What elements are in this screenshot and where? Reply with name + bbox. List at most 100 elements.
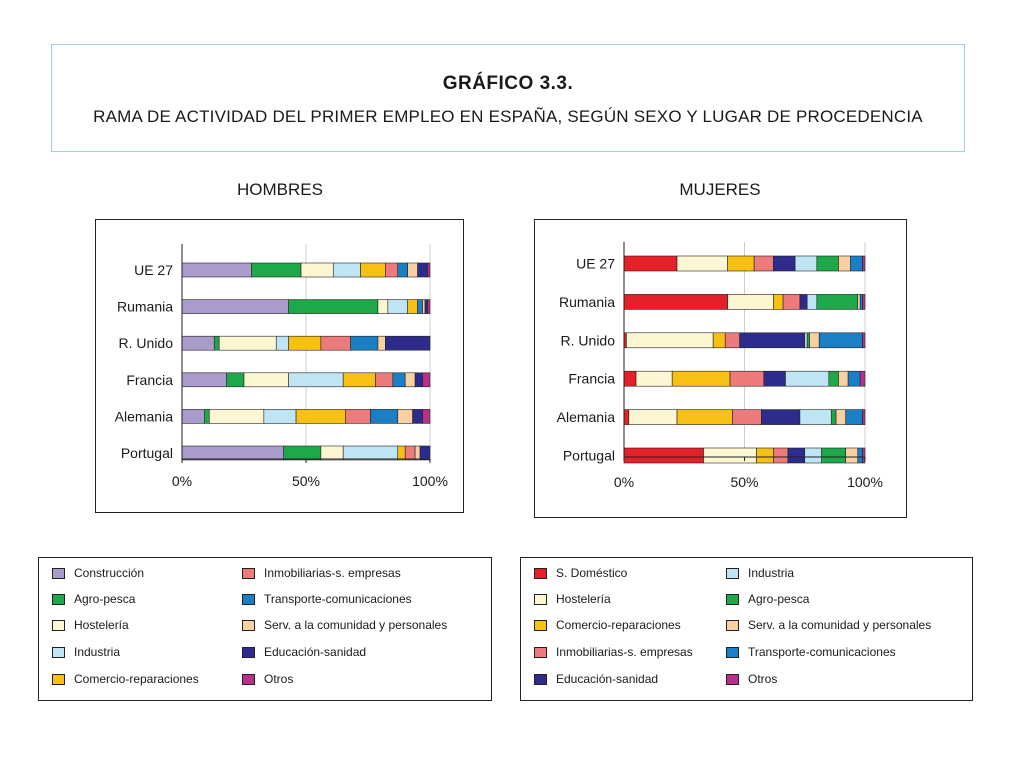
bar-segment-hosteleria	[218, 335, 277, 351]
legend-label: Inmobiliarias-s. empresas	[264, 566, 401, 580]
legend-label: Hostelería	[556, 592, 611, 606]
category-label: R. Unido	[561, 332, 616, 348]
legend-label: Otros	[264, 672, 294, 686]
legend-label: Educación-sanidad	[264, 645, 367, 659]
bar-segment-educacion-sanidad	[424, 299, 428, 314]
bar-segment-hosteleria	[626, 332, 714, 349]
bar-segment-hosteleria	[676, 255, 728, 272]
category-label: Francia	[568, 371, 615, 387]
category-label: Rumania	[559, 294, 615, 310]
bar-segment-comercio-reparaciones	[676, 409, 733, 425]
category-label: UE 27	[134, 262, 173, 278]
bar-segment-industria	[387, 299, 408, 314]
chart-subtitle: RAMA DE ACTIVIDAD DEL PRIMER EMPLEO EN E…	[93, 107, 923, 126]
bar-segment-otros	[422, 409, 431, 424]
bar-segment-serv-a-la-comunidad-y-personales	[809, 332, 820, 349]
bar-segment-comercio-reparaciones	[407, 299, 418, 314]
bar-segment-inmobiliarias-s-empresas	[753, 255, 774, 272]
bar-segment-transporte-comunicaciones	[417, 299, 423, 314]
legend-swatch	[726, 674, 739, 685]
legend-label: Comercio-reparaciones	[556, 618, 681, 632]
category-label: Portugal	[121, 445, 173, 461]
bar-segment-agro-pesca	[288, 299, 379, 314]
bar-segment-hosteleria	[208, 409, 265, 424]
bar-segment-comercio-reparaciones	[342, 372, 376, 388]
bar-segment-construccion	[181, 409, 205, 424]
legend-swatch	[726, 594, 739, 605]
bar-segment-hosteleria	[300, 262, 334, 278]
legend-swatch	[52, 568, 65, 579]
bar-segment-construccion	[181, 299, 289, 314]
bar-segment-transporte-comunicaciones	[850, 255, 863, 272]
chart-panel-hombres: UE 27 Rumania R. Unido Francia Alemania Portu…	[95, 219, 464, 513]
legend-swatch	[52, 620, 65, 631]
bar-segment-comercio-reparaciones	[288, 335, 322, 351]
legend-label: Otros	[748, 672, 778, 686]
bar-chart-hombres: UE 27 Rumania R. Unido Francia Alemania Portu…	[115, 244, 448, 489]
bar-segment-serv-a-la-comunidad-y-personales	[838, 370, 849, 387]
bar-segment-industria	[804, 447, 822, 464]
bar-segment-educacion-sanidad	[761, 409, 801, 425]
legend-swatch	[242, 620, 255, 631]
bar-segment-educacion-sanidad	[385, 335, 431, 351]
category-label: Alemania	[115, 408, 174, 424]
bar-segment-inmobiliarias-s-empresas	[345, 409, 371, 424]
bar-segment-hosteleria	[703, 447, 757, 464]
legend-label: Inmobiliarias-s. empresas	[556, 645, 693, 659]
legend-label: Serv. a la comunidad y personales	[264, 618, 448, 632]
legend-swatch	[242, 674, 255, 685]
bar-segment-otros	[862, 447, 866, 464]
bar-segment-otros	[862, 255, 866, 272]
bar-segment-comercio-reparaciones	[773, 294, 784, 310]
legend-swatch	[52, 647, 65, 658]
bar-segment-industria	[342, 445, 399, 461]
category-label: Rumania	[117, 299, 173, 315]
legend-swatch	[242, 647, 255, 658]
bar-segment-comercio-reparaciones	[727, 255, 755, 272]
bar-segment-comercio-reparaciones	[712, 332, 726, 349]
bar-segment-construccion	[181, 262, 252, 278]
bar-segment-transporte-comunicaciones	[857, 447, 863, 464]
bar-segment-inmobiliarias-s-empresas	[385, 262, 399, 278]
bar-segment-agro-pesca	[283, 445, 322, 461]
bar-segment-otros	[422, 372, 431, 388]
bar-segment-inmobiliarias-s-empresas	[773, 447, 789, 464]
bar-segment-industria	[804, 332, 808, 349]
bar-segment-educacion-sanidad	[417, 262, 428, 278]
bar-segment-transporte-comunicaciones	[370, 409, 399, 424]
chart-title: GRÁFICO 3.3.	[442, 73, 574, 94]
legend-swatch	[534, 620, 547, 631]
legend-label: Agro-pesca	[74, 592, 136, 606]
bar-segment-agro-pesca	[251, 262, 302, 278]
bar-segment-s-domestico	[623, 255, 678, 272]
bar-segment-serv-a-la-comunidad-y-personales	[838, 255, 851, 272]
bar-segment-agro-pesca	[806, 332, 810, 349]
bar-segment-construccion	[181, 445, 284, 461]
bar-segment-hosteleria	[635, 370, 673, 387]
bar-segment-educacion-sanidad	[763, 370, 786, 387]
category-label: Portugal	[563, 448, 615, 464]
bar-segment-industria	[332, 262, 361, 278]
bar-segment-inmobiliarias-s-empresas	[782, 294, 801, 310]
bar-segment-comercio-reparaciones	[756, 447, 774, 464]
bar-segment-industria	[288, 372, 344, 388]
bar-segment-serv-a-la-comunidad-y-personales	[845, 447, 859, 464]
legend-label: S. Doméstico	[556, 566, 628, 580]
bar-segment-agro-pesca	[226, 372, 245, 388]
bar-segment-s-domestico	[623, 409, 630, 425]
x-tick-label: 50%	[292, 473, 320, 489]
bar-segment-otros	[862, 409, 866, 425]
legend-swatch	[534, 568, 547, 579]
legend-swatch	[726, 568, 739, 579]
x-tick-label: 50%	[730, 474, 758, 490]
bar-segment-serv-a-la-comunidad-y-personales	[397, 409, 413, 424]
bar-segment-industria	[799, 409, 832, 425]
bar-segment-construccion	[181, 372, 227, 388]
bar-segment-s-domestico	[623, 294, 728, 310]
bar-segment-educacion-sanidad	[739, 332, 806, 349]
legend-swatch	[242, 568, 255, 579]
bar-segment-industria	[263, 409, 297, 424]
legend-label: Transporte-comunicaciones	[264, 592, 412, 606]
category-label: R. Unido	[119, 335, 174, 351]
legend-swatch	[534, 647, 547, 658]
